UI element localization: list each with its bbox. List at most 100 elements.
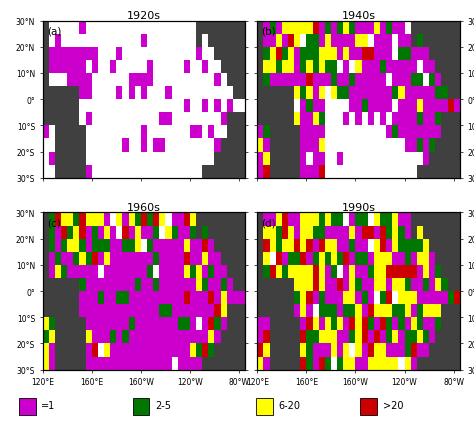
Bar (165, 265, 172, 278)
Bar (270, 61, 276, 74)
Bar (98, 304, 104, 317)
Bar (264, 239, 270, 252)
Bar (306, 139, 312, 152)
Bar (184, 317, 190, 331)
Bar (227, 265, 233, 278)
Bar (441, 113, 447, 126)
Bar (264, 61, 270, 74)
Bar (356, 278, 362, 292)
Bar (282, 126, 288, 139)
Bar (110, 200, 116, 213)
Bar (214, 113, 220, 126)
Bar (110, 9, 116, 22)
Bar (153, 265, 159, 278)
Bar (319, 100, 325, 113)
Bar (362, 265, 368, 278)
Bar (141, 100, 147, 113)
Bar (380, 74, 386, 87)
Bar (454, 344, 460, 357)
Bar (312, 152, 319, 165)
Bar (110, 152, 116, 165)
Bar (147, 126, 153, 139)
Bar (300, 100, 306, 113)
Bar (178, 226, 184, 239)
Bar (80, 265, 86, 278)
Bar (319, 34, 325, 48)
Bar (92, 226, 98, 239)
Bar (128, 61, 135, 74)
Bar (220, 226, 227, 239)
Bar (392, 292, 399, 304)
Bar (337, 87, 343, 100)
Bar (288, 292, 294, 304)
Bar (67, 22, 73, 34)
Bar (220, 100, 227, 113)
Bar (86, 139, 92, 152)
Bar (202, 239, 209, 252)
Bar (264, 22, 270, 34)
Bar (349, 9, 356, 22)
Bar (337, 226, 343, 239)
Bar (196, 292, 202, 304)
Bar (67, 100, 73, 113)
Bar (294, 34, 300, 48)
Bar (147, 139, 153, 152)
Bar (49, 126, 55, 139)
Bar (264, 100, 270, 113)
Bar (55, 265, 61, 278)
Bar (410, 252, 417, 265)
Bar (386, 100, 392, 113)
Bar (410, 34, 417, 48)
Bar (356, 152, 362, 165)
Bar (61, 239, 67, 252)
Bar (239, 213, 245, 226)
Bar (86, 239, 92, 252)
Bar (306, 165, 312, 178)
Bar (312, 139, 319, 152)
Bar (306, 87, 312, 100)
Bar (172, 265, 178, 278)
Bar (435, 87, 441, 100)
Bar (43, 113, 49, 126)
Bar (116, 113, 122, 126)
Bar (368, 152, 374, 165)
Bar (276, 9, 282, 22)
Bar (331, 126, 337, 139)
Bar (349, 331, 356, 344)
Bar (276, 331, 282, 344)
Bar (447, 265, 454, 278)
Bar (116, 317, 122, 331)
Bar (423, 113, 429, 126)
Bar (380, 9, 386, 22)
Bar (356, 357, 362, 370)
Bar (122, 126, 128, 139)
Bar (349, 265, 356, 278)
Bar (374, 165, 380, 178)
Bar (441, 252, 447, 265)
Bar (214, 152, 220, 165)
Bar (196, 126, 202, 139)
Bar (282, 152, 288, 165)
Bar (356, 126, 362, 139)
Bar (343, 357, 349, 370)
Bar (404, 74, 410, 87)
Bar (441, 152, 447, 165)
Bar (67, 317, 73, 331)
Bar (239, 126, 245, 139)
Bar (128, 357, 135, 370)
Bar (214, 331, 220, 344)
Bar (276, 304, 282, 317)
Bar (141, 213, 147, 226)
Bar (441, 100, 447, 113)
Bar (343, 213, 349, 226)
Bar (209, 213, 214, 226)
Bar (128, 278, 135, 292)
Bar (454, 61, 460, 74)
Bar (196, 200, 202, 213)
Bar (110, 165, 116, 178)
Bar (337, 113, 343, 126)
Bar (257, 34, 264, 48)
Bar (282, 9, 288, 22)
Bar (276, 48, 282, 61)
Bar (67, 344, 73, 357)
